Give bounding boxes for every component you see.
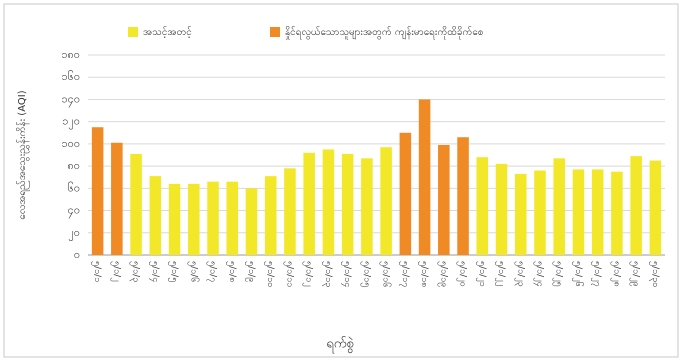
bar (149, 176, 162, 255)
bar (514, 173, 527, 255)
bar (188, 183, 200, 255)
y-tick-label: ၄၀ (68, 204, 80, 219)
x-tick-label: ၅/၁/၃၀ (649, 261, 660, 287)
y-tick-label: ၂၀ (68, 226, 80, 241)
bar (361, 158, 373, 255)
x-tick-label: ၅/၁/၁၅ (360, 261, 371, 287)
bar (457, 137, 469, 255)
y-tick-label: ၈၀ (68, 159, 80, 172)
x-tick-label: ၅/၁/၂၂ (495, 261, 506, 286)
bar (611, 171, 623, 255)
bar (168, 183, 181, 255)
bar (341, 153, 354, 255)
x-tick-label: ၅/၁/၁၉ (437, 261, 448, 287)
x-tick-label: ၅/၁/၂၃ (514, 261, 525, 287)
x-tick-label: ၅/၁/၄ (149, 261, 160, 282)
x-tick-label: ၅/၁/၂၀ (457, 261, 468, 287)
bar (303, 152, 315, 255)
y-tick-label: ၁၀၀ (61, 137, 80, 150)
bar (591, 169, 604, 255)
x-tick-label: ၅/၁/၇ (207, 261, 218, 282)
x-tick-label: ၅/၁/၂၇ (591, 261, 602, 287)
bar (572, 169, 585, 255)
bar (534, 170, 546, 255)
x-tick-label: ၅/၁/၁၇ (399, 261, 410, 287)
x-axis-label: ရက်စွဲ (326, 336, 354, 354)
bar (630, 156, 642, 255)
x-tick-label: ၅/၁/၁၃ (322, 261, 333, 287)
bar (476, 157, 489, 255)
x-tick-label: ၅/၁/၁၈ (418, 261, 429, 287)
x-tick-label: ၅/၁/၂ (110, 261, 121, 282)
x-tick-label: ၅/၁/၃ (130, 261, 141, 282)
bar (380, 147, 392, 255)
x-tick-label: ၅/၁/၂၈ (610, 261, 621, 287)
y-tick-label: ၁၂၀ (62, 115, 80, 130)
bar (111, 142, 123, 255)
x-tick-label: ၅/၁/၂၄ (533, 261, 544, 287)
legend-swatch (128, 27, 138, 37)
x-tick-label: ၅/၁/၉ (245, 261, 256, 282)
x-tick-label: ၅/၁/၈ (226, 261, 237, 282)
y-tick-label: ၆၀ (68, 181, 80, 194)
bar (130, 153, 142, 255)
x-tick-label: ၅/၁/၂၆ (572, 261, 584, 287)
bar (91, 127, 104, 255)
x-tick-label: ၅/၁/၂၉ (630, 261, 641, 287)
x-tick-label: ၅/၁/၁၁ (283, 261, 294, 287)
y-tick-label: ၁၈၀ (61, 48, 80, 61)
bar (553, 158, 565, 255)
x-tick-label: ၅/၁/၅ (168, 261, 179, 282)
x-tick-label: ၅/၁/၂၅ (553, 261, 564, 287)
bar (399, 132, 412, 255)
bar (649, 160, 662, 255)
bar (284, 168, 296, 255)
x-tick-label: ၅/၁/၁ (91, 261, 102, 282)
bar (495, 163, 508, 255)
bar (207, 181, 219, 255)
legend-label: အသင့်အတင့် (143, 25, 192, 39)
x-tick-label: ၅/၁/၁၂ (303, 261, 314, 287)
bar (418, 99, 431, 255)
legend-swatch (270, 27, 280, 37)
x-tick-label: ၅/၁/၁၆ (380, 261, 392, 287)
bar (264, 176, 277, 255)
x-tick-label: ၅/၁/၁၀ (264, 261, 275, 287)
x-tick-label: ၅/၁/၆ (187, 261, 199, 282)
y-tick-label: ၁၄၀ (61, 92, 80, 107)
y-tick-label: ၀ (74, 248, 80, 261)
legend-label: နှိုင်ရလွယ်သောသူများအတွက် ကျန်းမာရေးကိုထ… (285, 25, 483, 40)
x-tick-label: ၅/၁/၂၁ (476, 261, 487, 287)
bar (245, 188, 258, 255)
y-axis-label: လေအရည်အသွေးညွှန်းကိန်း (AQI) (15, 90, 30, 219)
y-tick-label: ၁၆၀ (61, 70, 80, 83)
bar (322, 149, 335, 255)
bar (226, 181, 239, 255)
bar (438, 145, 450, 255)
x-tick-label: ၅/၁/၁၄ (341, 261, 352, 287)
